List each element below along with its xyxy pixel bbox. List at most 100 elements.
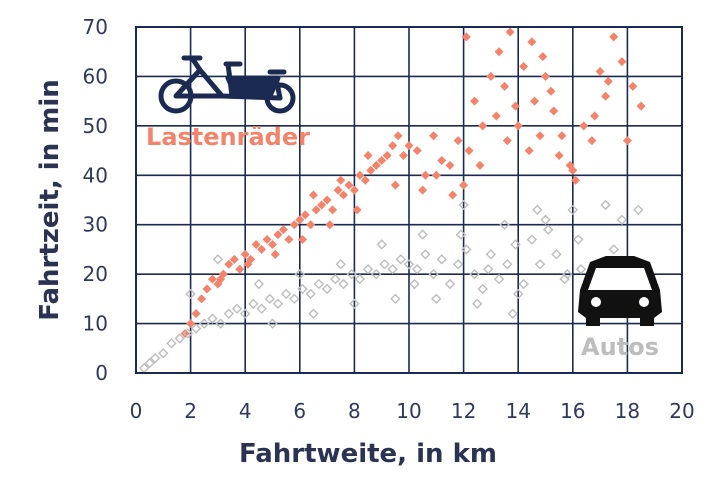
- data-point: [388, 141, 398, 151]
- data-point: [215, 318, 226, 329]
- data-point: [185, 288, 196, 300]
- x-tick-label: 16: [560, 399, 585, 423]
- data-points: [139, 27, 646, 374]
- data-point: [298, 235, 308, 245]
- data-point: [166, 338, 177, 349]
- data-point: [455, 229, 467, 240]
- data-point: [472, 298, 483, 309]
- data-point: [294, 268, 305, 280]
- data-point: [270, 249, 280, 259]
- data-point: [452, 259, 464, 270]
- x-tick-label: 14: [505, 399, 530, 423]
- data-point: [603, 76, 613, 86]
- data-point: [571, 175, 581, 185]
- data-point: [240, 308, 251, 319]
- data-point: [190, 323, 202, 334]
- data-point: [513, 288, 524, 300]
- y-tick-label: 20: [83, 262, 108, 286]
- data-point: [428, 268, 439, 280]
- data-point: [636, 101, 646, 111]
- data-point: [554, 151, 564, 161]
- data-point: [207, 313, 218, 324]
- data-point: [354, 273, 366, 285]
- data-point: [376, 239, 387, 250]
- data-point: [257, 244, 267, 254]
- data-point: [325, 220, 335, 230]
- data-point: [256, 303, 267, 314]
- data-point: [543, 224, 554, 235]
- plot-frame: [135, 26, 683, 374]
- data-point: [235, 264, 245, 274]
- data-point: [399, 151, 409, 161]
- data-point: [530, 96, 540, 106]
- data-point: [330, 273, 341, 285]
- data-point: [527, 37, 537, 47]
- data-point: [500, 81, 510, 91]
- y-tick-label: 50: [83, 114, 108, 138]
- data-point: [297, 283, 308, 295]
- data-point: [431, 170, 441, 180]
- data-point: [526, 234, 538, 245]
- data-point: [404, 141, 414, 151]
- data-point: [532, 204, 543, 216]
- data-point: [459, 180, 469, 190]
- series-lastenraeder: [180, 27, 646, 338]
- data-point: [507, 308, 518, 319]
- data-point: [470, 96, 480, 106]
- data-point: [180, 328, 190, 338]
- data-point: [444, 278, 456, 290]
- data-point: [616, 214, 628, 225]
- data-point: [352, 205, 362, 215]
- x-tick-label: 12: [451, 399, 476, 423]
- data-point: [308, 190, 318, 200]
- data-point: [321, 283, 333, 295]
- y-tick-labels: 0 10 20 30 40 50 60 70: [83, 15, 108, 385]
- data-point: [387, 264, 398, 275]
- data-point: [191, 309, 201, 319]
- data-point: [431, 293, 442, 305]
- x-tick-labels: 0 2 4 6 8 10 12 14 16 18 20: [130, 399, 695, 423]
- data-point: [349, 185, 359, 195]
- data-point: [305, 288, 316, 300]
- data-point: [499, 219, 510, 230]
- data-point: [289, 293, 300, 305]
- data-point: [453, 136, 463, 146]
- data-point: [229, 254, 239, 264]
- data-point: [633, 204, 644, 216]
- data-point: [360, 175, 370, 185]
- data-point: [510, 101, 520, 111]
- x-axis-title: Fahrtweite, in km: [239, 439, 497, 469]
- data-point: [328, 205, 338, 215]
- data-point: [371, 268, 382, 280]
- data-point: [464, 146, 474, 156]
- data-point: [363, 151, 373, 161]
- data-point: [519, 62, 529, 72]
- data-point: [267, 318, 278, 329]
- y-tick-label: 30: [83, 213, 108, 237]
- cargo-bike-icon: [158, 55, 296, 114]
- data-point: [436, 254, 447, 265]
- data-point: [240, 249, 250, 259]
- data-point: [278, 225, 288, 235]
- data-point: [390, 180, 400, 190]
- data-point: [264, 293, 275, 305]
- data-point: [429, 131, 439, 141]
- data-point: [158, 348, 169, 359]
- data-point: [243, 259, 253, 269]
- data-point: [295, 215, 305, 225]
- data-point: [393, 131, 403, 141]
- data-point: [289, 220, 299, 230]
- data-point: [412, 146, 422, 156]
- data-point: [412, 264, 423, 275]
- data-point: [587, 136, 597, 146]
- data-point: [344, 180, 354, 190]
- data-point: [595, 66, 605, 76]
- y-tick-label: 10: [83, 312, 108, 336]
- data-point: [469, 268, 480, 280]
- data-point: [562, 268, 573, 280]
- data-point: [251, 239, 261, 249]
- data-point: [280, 288, 292, 300]
- data-point: [224, 259, 234, 269]
- data-point: [505, 27, 515, 37]
- data-point: [174, 333, 185, 344]
